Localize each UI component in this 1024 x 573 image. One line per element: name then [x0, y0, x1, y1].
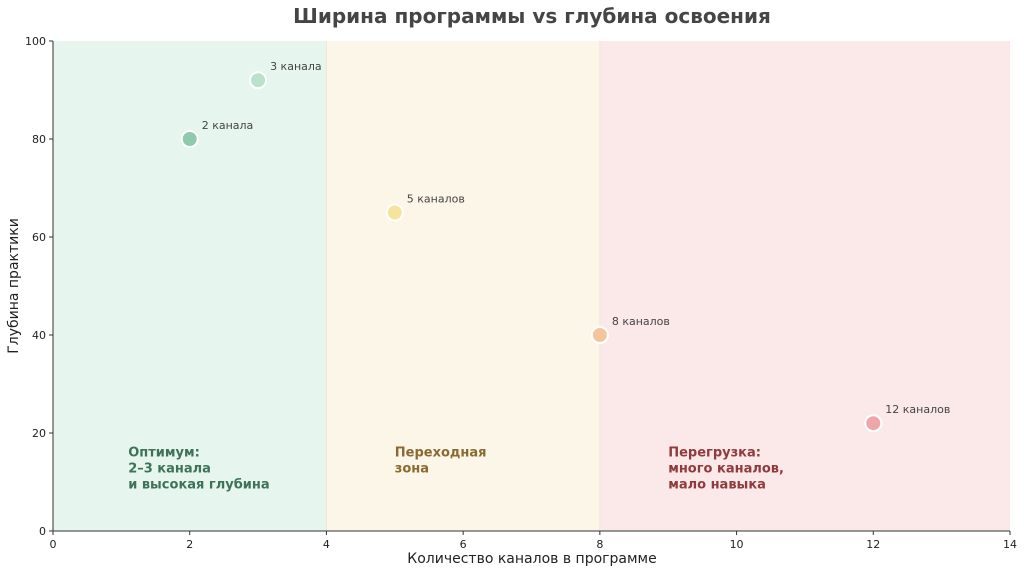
- zone-annotation-line: Переходная: [395, 445, 487, 460]
- data-point: [864, 414, 883, 433]
- zone-band: [599, 41, 1010, 531]
- x-tick-label: 10: [730, 538, 744, 551]
- y-axis-label: Глубина практики: [6, 218, 22, 354]
- zone-annotation-line: Перегрузка:: [668, 445, 761, 460]
- zone-annotation: Перегрузка: много каналов, мало навыка: [668, 445, 784, 492]
- chart-title: Ширина программы vs глубина освоения: [293, 4, 771, 28]
- data-point-label: 12 каналов: [885, 403, 950, 416]
- zone-annotation-line: зона: [395, 461, 429, 476]
- y-tick-label: 20: [32, 427, 46, 440]
- x-tick-label: 4: [323, 538, 330, 551]
- zone-annotation-line: мало навыка: [668, 477, 766, 492]
- zone-annotation: Оптимум: 2–3 канала и высокая глубина: [128, 445, 269, 492]
- x-tick-label: 14: [1003, 538, 1017, 551]
- data-point: [590, 326, 609, 344]
- zones-layer: Оптимум: 2–3 канала и высокая глубина Перех…: [53, 41, 1010, 531]
- x-tick-label: 12: [866, 538, 880, 551]
- y-tick-label: 80: [32, 133, 46, 146]
- zone-band: [326, 41, 600, 531]
- x-tick-label: 6: [460, 538, 467, 551]
- zone-band: [53, 41, 327, 531]
- data-point: [180, 130, 199, 148]
- data-point-label: 3 канала: [270, 60, 322, 73]
- y-tick-label: 40: [32, 329, 46, 342]
- zone-annotation: Переходная зона: [395, 445, 487, 476]
- y-tick-label: 100: [25, 35, 46, 48]
- zone-annotation-line: много каналов,: [668, 461, 784, 476]
- zone-annotation-line: 2–3 канала: [128, 461, 211, 476]
- axes-layer: 0 2 4 6 8 10 12 14 0 20 40 60 80 100: [25, 35, 1017, 551]
- data-point: [249, 71, 268, 90]
- x-tick-label: 8: [596, 538, 603, 551]
- x-axis-label: Количество каналов в программе: [407, 551, 656, 567]
- zone-annotation-line: Оптимум:: [128, 445, 200, 460]
- data-point-label: 5 каналов: [407, 193, 465, 206]
- data-point-label: 8 каналов: [612, 315, 670, 328]
- x-tick-label: 2: [186, 538, 193, 551]
- y-tick-label: 60: [32, 231, 46, 244]
- zone-annotation-line: и высокая глубина: [128, 477, 269, 492]
- data-point: [385, 203, 404, 222]
- points-layer: 2 канала 3 канала 5 каналов 8 каналов 12 кан…: [180, 60, 950, 433]
- y-tick-label: 0: [39, 525, 46, 538]
- data-point-label: 2 канала: [202, 119, 254, 132]
- x-tick-label: 0: [50, 538, 57, 551]
